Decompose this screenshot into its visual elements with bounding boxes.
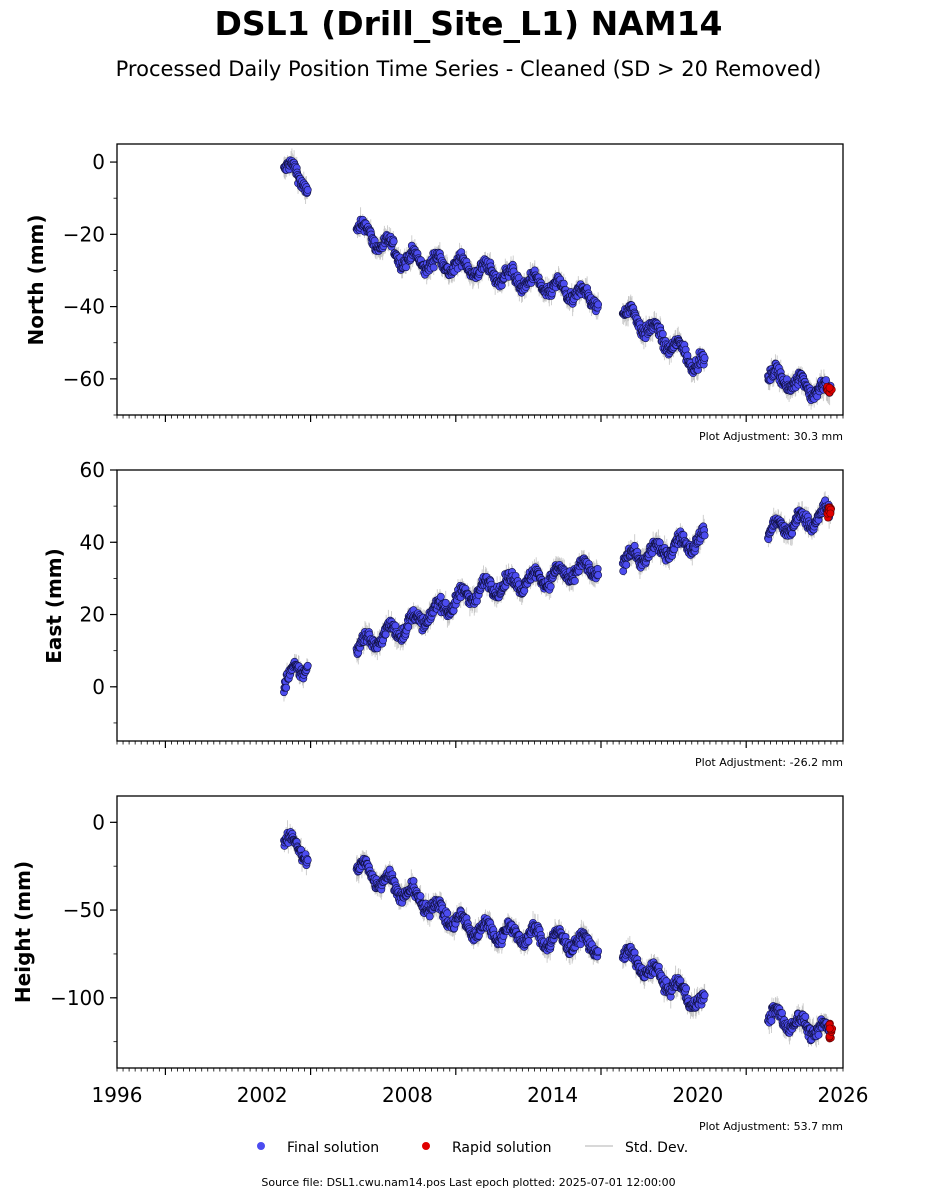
panel-north-rapid-points: [823, 382, 836, 397]
final-point: [441, 598, 450, 607]
final-point: [700, 531, 709, 540]
panel-east-y-tick-label: 40: [80, 530, 105, 554]
final-point: [429, 263, 438, 272]
panel-east-y-tick-label: 60: [80, 458, 105, 482]
chart-subtitle: Processed Daily Position Time Series - C…: [115, 57, 822, 81]
panel-east-y-tick-label: 20: [80, 603, 105, 627]
panel-height-y-tick-label: −50: [63, 898, 105, 922]
final-point: [658, 330, 667, 338]
panel-east-frame: [116, 469, 844, 742]
final-point: [570, 576, 579, 585]
x-tick-label: 2026: [818, 1083, 869, 1107]
final-point: [282, 683, 291, 692]
panel-height-ylabel: Height (mm): [11, 861, 35, 1003]
panel-north-frame: [116, 143, 844, 416]
x-tick-label: 2014: [527, 1083, 578, 1107]
panel-north-y-tick-label: 0: [92, 150, 105, 174]
final-point: [404, 623, 413, 631]
x-tick-label: 1996: [92, 1083, 143, 1107]
final-point: [303, 661, 312, 670]
panel-height-y-tick-label: −100: [50, 986, 105, 1010]
panel-height-y-tick-label: 0: [92, 810, 105, 834]
x-tick-label: 2008: [382, 1083, 433, 1107]
panel-east-rapid-points: [823, 503, 835, 522]
x-tick-label: 2002: [237, 1083, 288, 1107]
chart-title: DSL1 (Drill_Site_L1) NAM14: [214, 4, 723, 43]
final-point: [594, 571, 603, 579]
x-tick-label: 2020: [672, 1083, 723, 1107]
panel-height-x-minor-ticks: [116, 1068, 844, 1075]
final-point: [389, 237, 398, 246]
panel-north-final-points: [280, 156, 835, 404]
final-point: [303, 186, 312, 194]
final-point: [436, 592, 445, 601]
final-point: [402, 263, 410, 272]
final-point: [594, 300, 603, 309]
panel-east-adjustment: Plot Adjustment: -26.2 mm: [695, 756, 843, 769]
panel-east-std-dev-bars: [283, 491, 831, 702]
panel-east-final-points: [280, 496, 835, 697]
panel-north-y-tick-label: −40: [63, 295, 105, 319]
final-point: [700, 354, 709, 362]
panel-east-x-minor-ticks: [116, 741, 844, 748]
panel-east-ylabel: East (mm): [42, 548, 66, 664]
panel-north-x-minor-ticks: [116, 415, 844, 422]
panel-north-adjustment: Plot Adjustment: 30.3 mm: [699, 430, 843, 443]
panel-north-ylabel: North (mm): [24, 214, 48, 345]
rapid-point: [826, 509, 835, 518]
rapid-point: [825, 383, 834, 392]
panel-east-y-tick-label: 0: [92, 675, 105, 699]
final-point: [546, 582, 555, 591]
final-point: [622, 560, 631, 569]
panel-north-y-tick-label: −20: [63, 222, 105, 246]
panel-north-y-tick-label: −60: [63, 367, 105, 391]
panel-height-adjustment: Plot Adjustment: 53.7 mm: [699, 1120, 843, 1133]
